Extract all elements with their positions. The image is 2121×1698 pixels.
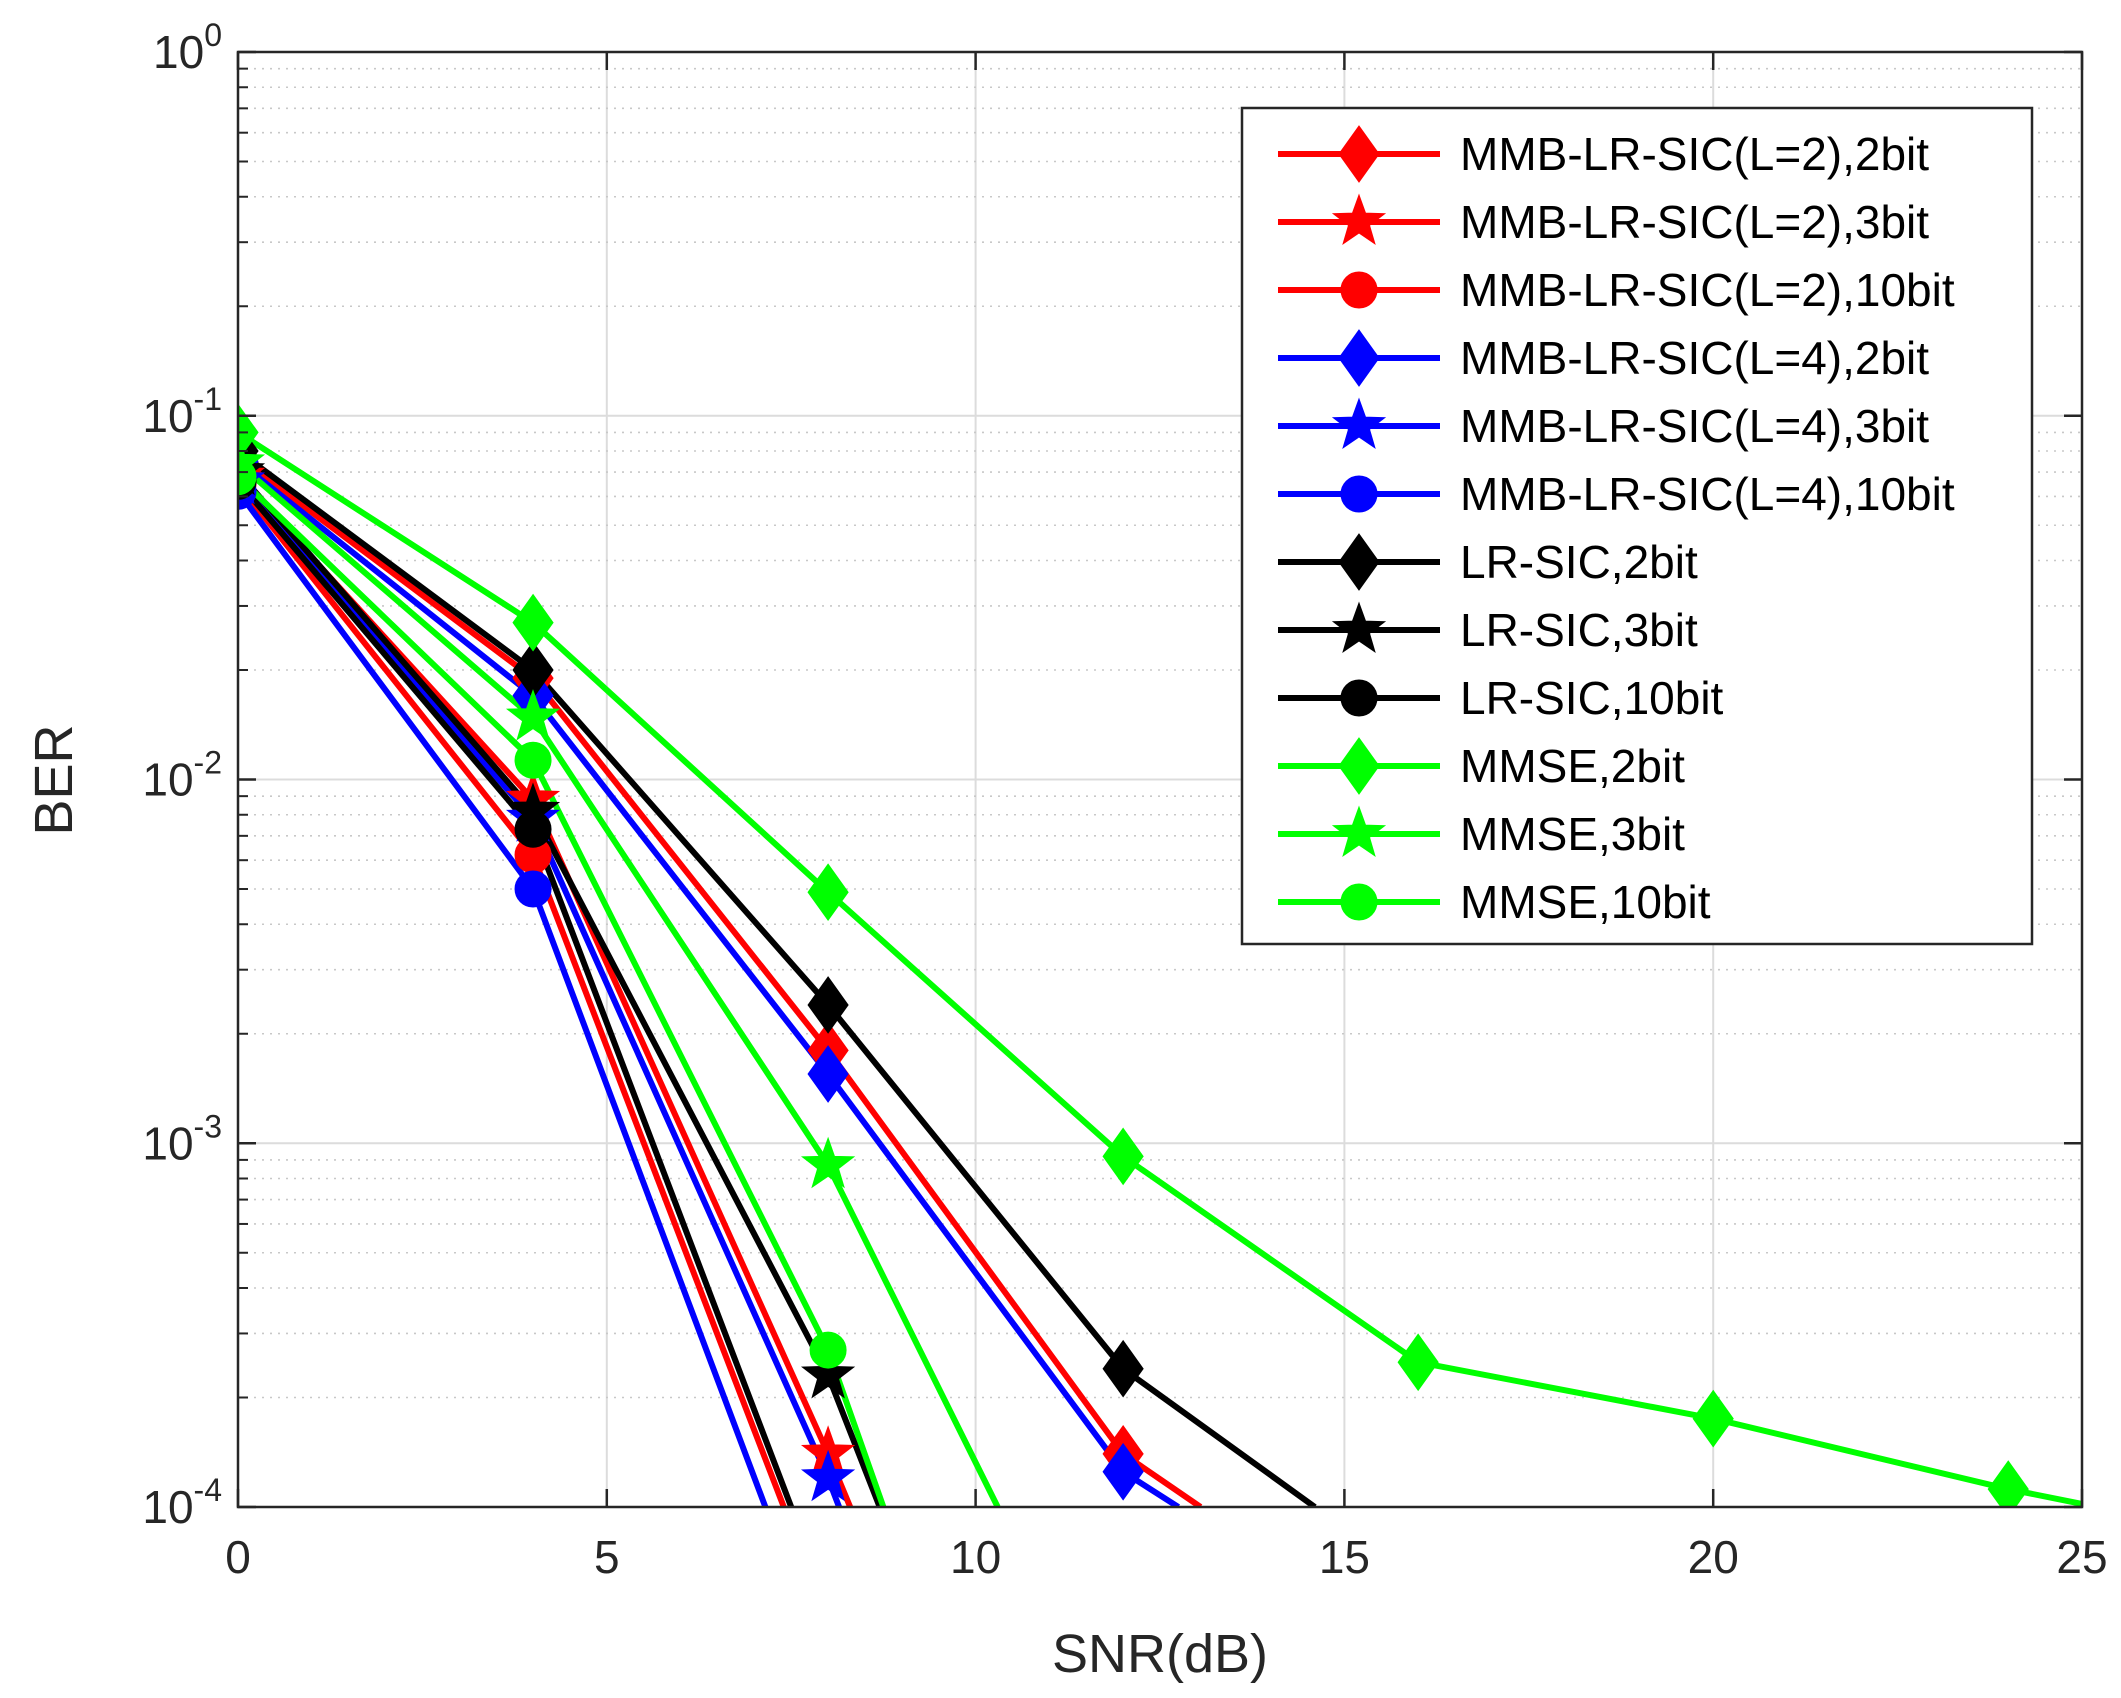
legend-marker-7 (1331, 601, 1387, 653)
legend-label-10: MMSE,3bit (1460, 808, 1685, 860)
legend-marker-2 (1340, 271, 1378, 309)
legend-marker-6 (1338, 533, 1380, 591)
data-point-6-3 (1102, 1339, 1144, 1398)
legend-label-7: LR-SIC,3bit (1460, 604, 1698, 656)
legend-box (1240, 106, 2034, 946)
legend-marker-1 (1331, 193, 1387, 245)
legend-label-11: MMSE,10bit (1460, 876, 1711, 928)
legend-label-6: LR-SIC,2bit (1460, 536, 1698, 588)
y-tick-base: 10 (142, 1481, 193, 1533)
legend-marker-11 (1340, 883, 1378, 921)
data-point-9-3 (1102, 1127, 1144, 1186)
y-tick-label: 100 (153, 17, 222, 78)
data-point-9-2 (807, 863, 849, 922)
x-tick-label: 10 (950, 1531, 1001, 1583)
series-line-11 (238, 474, 887, 1507)
x-tick-label: 20 (1688, 1531, 1739, 1583)
legend-marker-8 (1340, 679, 1378, 717)
legend-label-0: MMB-LR-SIC(L=2),2bit (1460, 128, 1929, 180)
legend-label-2: MMB-LR-SIC(L=2),10bit (1460, 264, 1955, 316)
y-tick-label: 10-3 (142, 1108, 222, 1169)
x-tick-label: 25 (2056, 1531, 2107, 1583)
y-tick-exponent: -1 (194, 381, 222, 417)
y-tick-base: 10 (142, 1117, 193, 1169)
series-line-9 (238, 429, 2082, 1507)
data-point-4-2 (800, 1449, 856, 1502)
legend-label-3: MMB-LR-SIC(L=4),2bit (1460, 332, 1929, 384)
data-point-9-6 (1987, 1460, 2029, 1507)
legend-marker-10 (1331, 805, 1387, 857)
data-point-9-5 (1692, 1389, 1734, 1448)
series-line-7 (238, 470, 883, 1507)
data-point-6-2 (807, 976, 849, 1034)
legend-label-1: MMB-LR-SIC(L=2),3bit (1460, 196, 1929, 248)
x-axis-label: SNR(dB) (1052, 1624, 1268, 1684)
y-tick-label: 10-2 (142, 745, 222, 806)
legend-label-5: MMB-LR-SIC(L=4),10bit (1460, 468, 1955, 520)
legend-marker-4 (1331, 397, 1387, 449)
data-point-11-0 (238, 458, 257, 496)
legend-marker-9 (1338, 737, 1380, 795)
y-tick-exponent: -3 (194, 1108, 222, 1144)
x-tick-label: 15 (1319, 1531, 1370, 1583)
legend-label-9: MMSE,2bit (1460, 740, 1685, 792)
legend-marker-5 (1340, 475, 1378, 513)
data-point-10-1 (505, 689, 561, 741)
x-tick-label: 5 (594, 1531, 620, 1583)
series-line-10 (238, 461, 1001, 1507)
y-tick-base: 10 (142, 754, 193, 806)
y-tick-label: 10-4 (142, 1472, 222, 1533)
data-point-9-4 (1397, 1333, 1439, 1392)
data-series (238, 403, 2082, 1507)
legend-marker-3 (1338, 329, 1380, 387)
data-point-3-2 (807, 1045, 849, 1103)
data-point-11-1 (514, 741, 552, 779)
data-point-8-1 (514, 810, 552, 848)
data-point-5-1 (514, 870, 552, 908)
y-tick-exponent: -2 (194, 745, 222, 781)
legend: MMB-LR-SIC(L=2),2bit MMB-LR-SIC(L=2),3bit… (1240, 106, 2034, 946)
data-point-9-1 (512, 593, 554, 652)
y-tick-label: 10-1 (142, 381, 222, 442)
series-markers (238, 403, 2029, 1507)
data-point-11-2 (809, 1331, 847, 1369)
y-tick-exponent: -4 (194, 1472, 222, 1508)
y-axis-label: BER (24, 724, 84, 835)
legend-label-4: MMB-LR-SIC(L=4),3bit (1460, 400, 1929, 452)
legend-label-8: LR-SIC,10bit (1460, 672, 1724, 724)
data-point-3-3 (1102, 1442, 1144, 1501)
data-point-7-2 (800, 1346, 856, 1399)
y-tick-base: 10 (153, 26, 204, 78)
y-tick-exponent: 0 (204, 17, 222, 53)
legend-marker-0 (1338, 125, 1380, 183)
data-point-10-2 (800, 1136, 856, 1189)
x-tick-label: 0 (225, 1531, 251, 1583)
y-tick-base: 10 (142, 390, 193, 442)
